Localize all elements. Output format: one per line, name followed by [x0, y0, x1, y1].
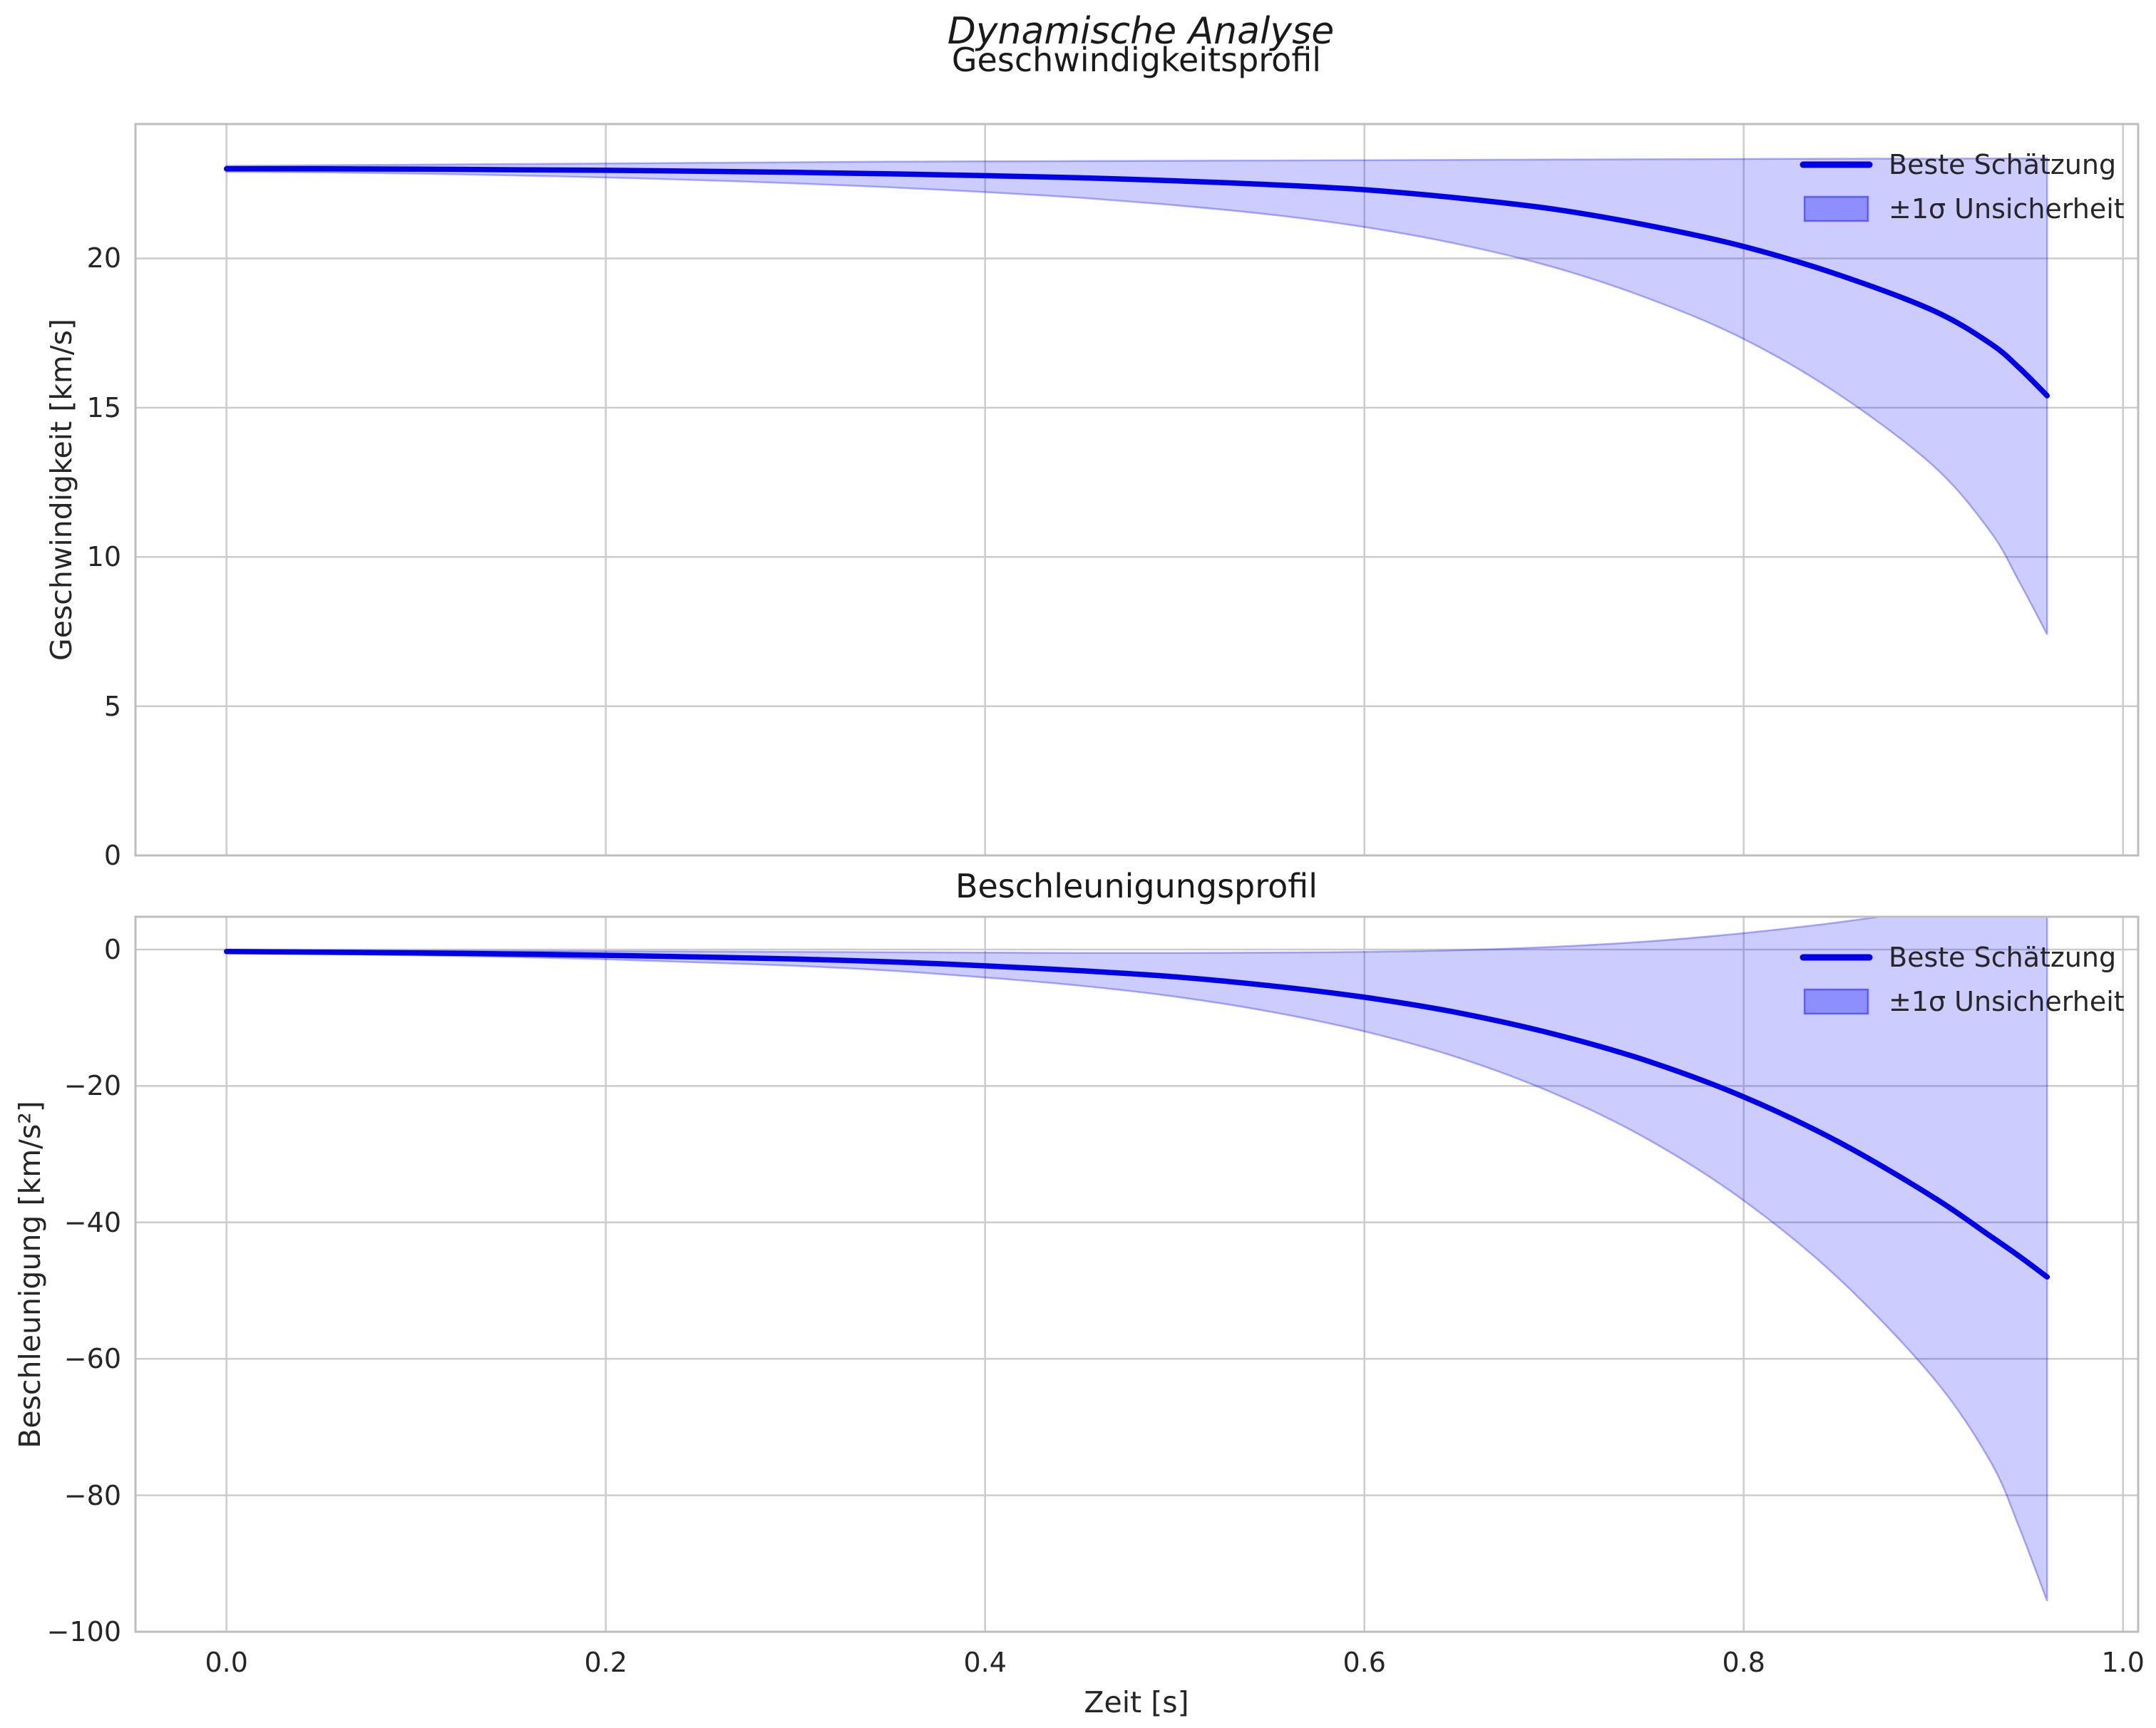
legend: Beste Schätzung ±1σ Unsicherheit	[1800, 942, 2125, 1017]
x-tick-label: 0.6	[1343, 1647, 1386, 1678]
legend: Beste Schätzung ±1σ Unsicherheit	[1800, 149, 2125, 225]
legend-label-best-estimate: Beste Schätzung	[1889, 149, 2116, 180]
legend-label-uncertainty: ±1σ Unsicherheit	[1889, 986, 2125, 1017]
y-tick-label: 0	[103, 840, 121, 871]
legend-band-sample	[1803, 195, 1869, 222]
x-tick-label: 1.0	[2101, 1647, 2145, 1678]
subplot2: Beste Schätzung ±1σ Unsicherheit	[134, 915, 2140, 1633]
axes-frame	[134, 915, 2140, 1633]
x-tick-label: 0.8	[1722, 1647, 1765, 1678]
acceleration-uncertainty-band	[225, 917, 2048, 1602]
x-tick-label: 0.2	[584, 1647, 627, 1678]
x-tick-label: 0.4	[963, 1647, 1007, 1678]
subplot2-title: Beschleunigungsprofil	[955, 867, 1318, 905]
y-tick-label: −60	[63, 1343, 121, 1375]
figure-title: Dynamische Analyse	[947, 10, 1335, 53]
y-tick-label: 15	[86, 391, 121, 423]
legend-band-sample	[1803, 988, 1869, 1015]
y-tick-label: 10	[86, 541, 121, 573]
y-tick-label: 5	[103, 690, 121, 722]
y-tick-label: −40	[63, 1206, 121, 1238]
subplot1-title: Geschwindigkeitsprofil	[951, 41, 1322, 79]
axes-frame	[134, 123, 2140, 857]
legend-label-best-estimate: Beste Schätzung	[1889, 942, 2116, 973]
x-axis-label: Zeit [s]	[1084, 1685, 1189, 1719]
x-tick-label: 0.0	[205, 1647, 248, 1678]
acceleration-best-estimate-line	[223, 949, 2050, 1280]
y-tick-label: −80	[63, 1479, 121, 1511]
subplot1: Beste Schätzung ±1σ Unsicherheit	[134, 123, 2140, 857]
y-tick-label: 20	[86, 242, 121, 274]
subplot1-y-axis-label: Geschwindigkeit [km/s]	[44, 318, 78, 662]
y-tick-label: −20	[63, 1070, 121, 1102]
legend-label-uncertainty: ±1σ Unsicherheit	[1889, 193, 2125, 225]
y-tick-label: −100	[46, 1616, 121, 1647]
velocity-uncertainty-band	[225, 157, 2048, 635]
velocity-best-estimate-line	[223, 166, 2050, 398]
y-tick-label: 0	[103, 933, 121, 965]
subplot2-y-axis-label: Beschleunigung [km/s²]	[13, 1101, 47, 1449]
